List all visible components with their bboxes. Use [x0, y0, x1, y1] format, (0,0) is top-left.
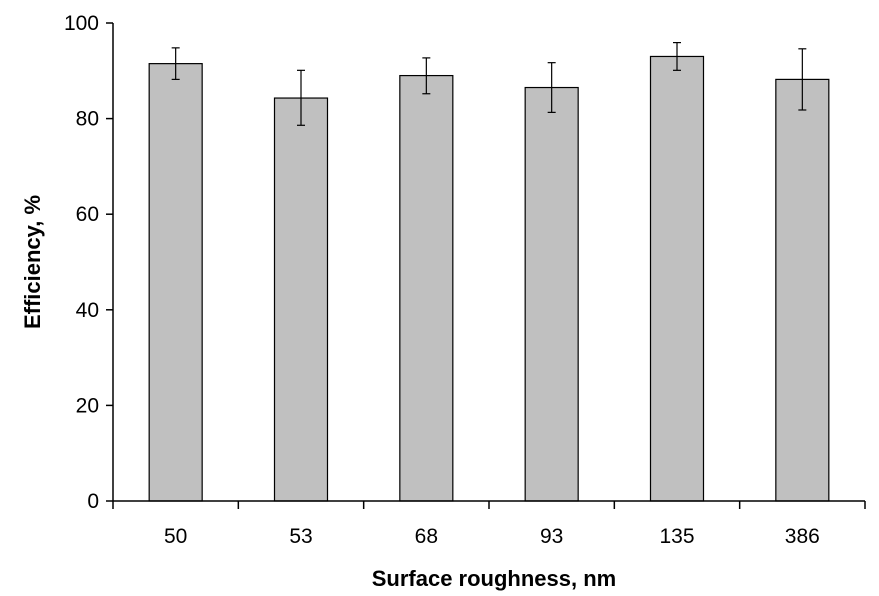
- x-ticks-layer: 50 53 68 93 135 386: [112, 501, 866, 548]
- bar-386: [775, 78, 830, 502]
- y-tick-label: 0: [87, 490, 99, 513]
- error-bar-50: [171, 47, 180, 81]
- x-tick-label-135: 135: [659, 525, 694, 548]
- x-axis-title: Surface roughness, nm: [372, 566, 617, 591]
- bar-93: [524, 86, 579, 502]
- bar-135: [649, 55, 705, 502]
- bar-68: [399, 74, 454, 502]
- error-bar-53: [297, 69, 305, 126]
- error-bar-386: [798, 48, 807, 111]
- x-tick-label-68: 68: [415, 525, 438, 548]
- y-tick-label: 80: [76, 108, 99, 131]
- error-bar-68: [422, 57, 431, 95]
- y-tick-label: 100: [64, 12, 99, 35]
- x-tick-label-50: 50: [164, 525, 187, 548]
- y-axis-title: Efficiency, %: [20, 195, 45, 329]
- error-bars-layer: [171, 41, 807, 126]
- y-tick-label: 40: [76, 299, 99, 322]
- error-bar-93: [547, 62, 556, 113]
- y-ticks-layer: 0 20 40 60 80 100: [64, 12, 113, 513]
- error-bar-135: [673, 41, 681, 71]
- bar-50: [148, 63, 203, 502]
- x-tick-label-386: 386: [785, 525, 820, 548]
- bar-53: [273, 97, 329, 502]
- y-tick-label: 20: [76, 394, 99, 417]
- x-tick-label-53: 53: [289, 525, 312, 548]
- axes-layer: [112, 23, 865, 502]
- y-tick-label: 60: [76, 203, 99, 226]
- bars-layer: [148, 55, 830, 502]
- x-tick-label-93: 93: [540, 525, 563, 548]
